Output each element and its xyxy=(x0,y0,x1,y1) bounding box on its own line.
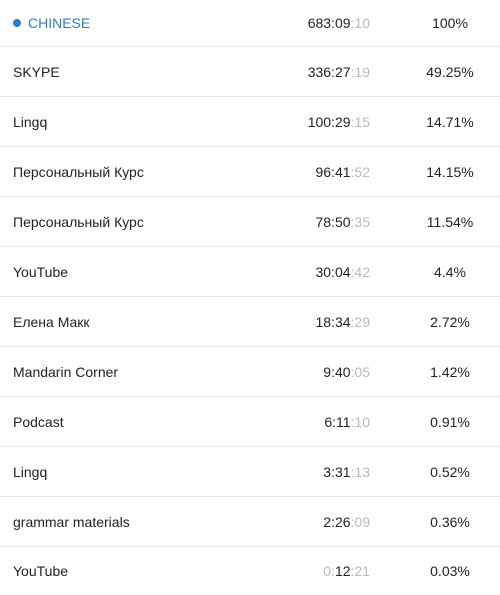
entry-percent: 0.36% xyxy=(430,513,470,530)
time-hours-minutes: 18:34 xyxy=(315,313,351,330)
entry-time: 78:50:35 xyxy=(280,214,370,230)
time-hours-minutes: 96:41 xyxy=(315,163,351,180)
time-hours-minutes: 6:11 xyxy=(324,413,351,430)
project-name-cell: CHINESE xyxy=(0,15,280,31)
table-row[interactable]: Елена Макк 18:34:29 2.72% xyxy=(0,297,500,347)
table-row[interactable]: Mandarin Corner 9:40:05 1.42% xyxy=(0,347,500,397)
project-color-dot-icon xyxy=(13,19,21,27)
time-hours-minutes: 683:09 xyxy=(307,15,351,31)
time-seconds: :09 xyxy=(350,513,370,530)
entry-name: Lingq xyxy=(13,463,48,480)
project-summary-row[interactable]: CHINESE 683:09:10 100% xyxy=(0,0,500,47)
entry-percent: 4.4% xyxy=(434,263,466,280)
entry-percent: 0.03% xyxy=(430,563,470,579)
entry-time: 3:31:13 xyxy=(280,464,370,480)
entry-time: 100:29:15 xyxy=(280,114,370,130)
entry-name: Podcast xyxy=(13,413,64,430)
time-seconds: :21 xyxy=(350,563,370,579)
entry-name: Елена Макк xyxy=(13,313,90,330)
entry-name: Mandarin Corner xyxy=(13,363,119,380)
time-seconds: :13 xyxy=(350,463,370,480)
time-hours-minutes: 100:29 xyxy=(307,113,351,130)
table-row[interactable]: Персональный Курс 78:50:35 11.54% xyxy=(0,197,500,247)
entry-name: grammar materials xyxy=(13,513,130,530)
table-row[interactable]: SKYPE 336:27:19 49.25% xyxy=(0,47,500,97)
time-hours-minutes: 78:50 xyxy=(315,213,351,230)
entry-percent: 11.54% xyxy=(426,213,474,230)
table-row[interactable]: YouTube 0:12:21 0.03% xyxy=(0,547,500,595)
entry-name: Персональный Курс xyxy=(13,213,144,230)
time-seconds: :29 xyxy=(350,313,370,330)
entry-percent: 14.71% xyxy=(426,113,474,130)
table-row[interactable]: grammar materials 2:26:09 0.36% xyxy=(0,497,500,547)
entry-time: 18:34:29 xyxy=(280,314,370,330)
entry-percent: 14.15% xyxy=(426,163,474,180)
entry-time: 0:12:21 xyxy=(280,563,370,579)
project-total-time: 683:09:10 xyxy=(280,15,370,31)
table-row[interactable]: Lingq 100:29:15 14.71% xyxy=(0,97,500,147)
table-row[interactable]: Podcast 6:11:10 0.91% xyxy=(0,397,500,447)
project-percent: 100% xyxy=(432,15,468,31)
time-seconds: :10 xyxy=(350,15,370,31)
entry-percent: 2.72% xyxy=(430,313,470,330)
entry-time: 30:04:42 xyxy=(280,264,370,280)
time-hours-minutes: 2:26 xyxy=(323,513,351,530)
entry-percent: 49.25% xyxy=(426,63,474,80)
time-seconds: :05 xyxy=(350,363,370,380)
entry-name: YouTube xyxy=(13,263,69,280)
table-row[interactable]: Персональный Курс 96:41:52 14.15% xyxy=(0,147,500,197)
time-seconds: :15 xyxy=(350,113,370,130)
table-row[interactable]: Lingq 3:31:13 0.52% xyxy=(0,447,500,497)
time-seconds: :42 xyxy=(350,263,370,280)
entry-name: SKYPE xyxy=(13,63,60,80)
entry-percent: 1.42% xyxy=(430,363,470,380)
time-hours-minutes: 336:27 xyxy=(307,63,351,80)
entry-percent: 0.52% xyxy=(430,463,470,480)
time-hours-prefix: 0: xyxy=(323,563,335,579)
entry-time: 2:26:09 xyxy=(280,514,370,530)
time-minutes: 12 xyxy=(334,563,351,579)
entry-name: YouTube xyxy=(13,563,69,579)
entry-time: 6:11:10 xyxy=(280,414,370,430)
time-seconds: :10 xyxy=(350,413,370,430)
entry-name: Lingq xyxy=(13,113,48,130)
entry-time: 9:40:05 xyxy=(280,364,370,380)
time-hours-minutes: 3:31 xyxy=(323,463,351,480)
entry-name: Персональный Курс xyxy=(13,163,144,180)
entry-time: 336:27:19 xyxy=(280,64,370,80)
project-name: CHINESE xyxy=(28,15,91,31)
time-hours-minutes: 9:40 xyxy=(323,363,351,380)
entry-percent: 0.91% xyxy=(430,413,470,430)
time-seconds: :19 xyxy=(350,63,370,80)
entry-time: 96:41:52 xyxy=(280,164,370,180)
table-row[interactable]: YouTube 30:04:42 4.4% xyxy=(0,247,500,297)
time-hours-minutes: 30:04 xyxy=(315,263,351,280)
time-seconds: :52 xyxy=(350,163,370,180)
time-seconds: :35 xyxy=(350,213,370,230)
